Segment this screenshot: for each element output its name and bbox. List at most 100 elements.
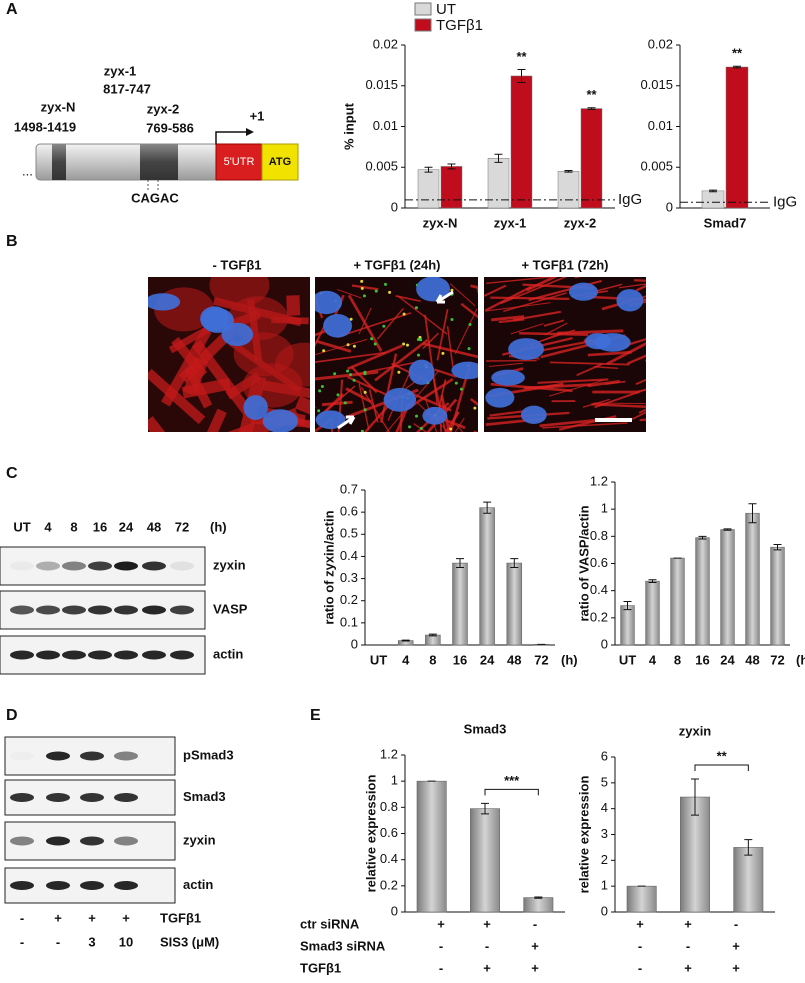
nucleus (323, 314, 352, 338)
blot-band (114, 606, 138, 615)
condition-value: + (437, 916, 445, 931)
focal-adhesion (473, 407, 476, 410)
blot-row-label: zyxin (183, 832, 216, 847)
y-tick-label: 0.005 (640, 159, 673, 174)
bar (721, 530, 735, 645)
region-box (52, 144, 66, 180)
blot-band (114, 793, 138, 802)
blot-band (10, 837, 34, 846)
bar (417, 781, 446, 912)
y-tick-label: 0.01 (648, 118, 673, 133)
x-tick-label: 48 (507, 652, 521, 667)
focal-adhesion (449, 428, 452, 431)
blot-band (36, 651, 60, 660)
bar (441, 166, 462, 208)
legend-label: TGFβ1 (436, 17, 483, 34)
significance: ** (586, 87, 597, 102)
blot-band (10, 752, 34, 761)
y-tick-label: 1 (601, 878, 608, 893)
condition-label: SIS3 (μM) (160, 934, 219, 949)
bar (726, 67, 748, 208)
significance: ** (717, 748, 728, 763)
condition-value: - (638, 960, 642, 975)
blot-row-label: pSmad3 (183, 747, 234, 762)
reference-label: IgG (773, 193, 797, 210)
blot-band (80, 837, 104, 846)
y-tick-label: 0.6 (590, 555, 608, 570)
blot-band (80, 752, 104, 761)
actin-fiber (519, 333, 588, 335)
bar (511, 76, 532, 208)
nucleus (616, 289, 643, 311)
condition-value: - (734, 916, 738, 931)
lane-label: 16 (93, 519, 107, 534)
blot-band (36, 606, 60, 615)
y-tick-label: 0 (391, 903, 398, 918)
blot-band (46, 881, 70, 890)
tss-arrow (216, 132, 246, 144)
focal-adhesion (441, 352, 444, 355)
actin-fiber (637, 381, 699, 392)
y-tick-label: 1 (601, 501, 608, 516)
x-tick-label: 48 (745, 652, 759, 667)
bar (480, 508, 495, 645)
region-name: zyx-1 (104, 63, 137, 78)
significance-bracket (695, 765, 748, 771)
condition-label: TGFβ1 (160, 910, 201, 925)
x-axis-label: (h (796, 652, 805, 667)
focal-adhesion (321, 385, 324, 388)
focal-adhesion (469, 323, 472, 326)
actin-fiber (645, 339, 694, 361)
condition-value: - (56, 934, 60, 949)
blot-band (62, 562, 86, 571)
legend-swatch (415, 19, 431, 31)
actin-fiber (293, 295, 294, 315)
y-tick-label: 0.02 (648, 36, 673, 51)
actin-fiber (636, 261, 700, 291)
focal-adhesion (388, 291, 391, 294)
blot-band (170, 562, 194, 571)
significance: *** (504, 773, 520, 788)
bar (621, 606, 635, 645)
blot-band (10, 562, 34, 571)
condition-label: Smad3 siRNA (300, 938, 386, 953)
bar (425, 635, 440, 645)
focal-adhesion (363, 294, 366, 297)
condition-value: - (686, 938, 690, 953)
reference-label: IgG (618, 191, 642, 208)
x-tick-label: 16 (453, 652, 467, 667)
focal-adhesion (347, 343, 350, 346)
actin-fiber (490, 298, 569, 299)
nucleus (521, 406, 547, 424)
condition-value: + (88, 910, 96, 925)
panel-label: A (6, 1, 18, 18)
region-box (140, 144, 178, 180)
significance: ** (732, 46, 743, 61)
nucleus (409, 360, 435, 385)
condition-value: + (483, 960, 491, 975)
condition-label: TGFβ1 (300, 960, 341, 975)
y-tick-label: 0.02 (373, 36, 398, 51)
image-title: + TGFβ1 (72h) (521, 257, 608, 272)
focal-adhesion (337, 393, 340, 396)
y-tick-label: 0 (666, 199, 673, 214)
tss-arrowhead (246, 128, 254, 136)
focal-adhesion (415, 306, 418, 309)
blot-row-label: zyxin (213, 557, 246, 572)
ellipsis: ... (22, 163, 33, 178)
lane-label: 8 (70, 519, 77, 534)
y-tick-label: 3 (601, 826, 608, 841)
region-range: 817-747 (103, 81, 151, 96)
lane-unit: (h) (210, 519, 227, 534)
region-range: 769-586 (146, 120, 194, 135)
condition-label: ctr siRNA (300, 916, 360, 931)
bar (581, 109, 602, 208)
blot-row-label: actin (213, 646, 243, 661)
y-tick-label: 0.6 (340, 504, 358, 519)
bar (558, 171, 579, 208)
y-tick-label: 0.2 (340, 592, 358, 607)
blot-band (114, 752, 138, 761)
x-tick-label: Smad7 (704, 215, 747, 230)
focal-adhesion (370, 337, 373, 340)
